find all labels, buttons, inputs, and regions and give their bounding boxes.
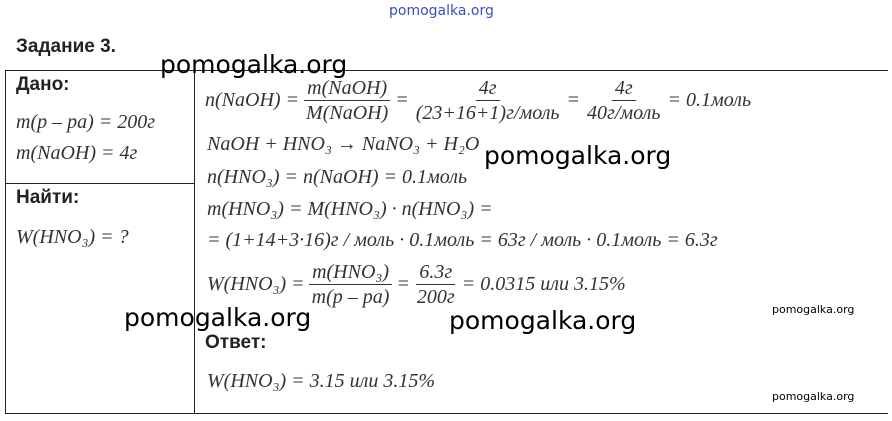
watermark: pomogalka.org <box>449 306 637 335</box>
solution-table <box>5 70 888 414</box>
denominator: 40г/моль <box>587 102 661 124</box>
given-find-divider <box>5 183 195 184</box>
given-heading: Дано: <box>16 74 70 95</box>
given-mass-naoh: m(NaOH) = 4г <box>16 142 138 164</box>
fraction: 4г 40г/моль <box>584 77 663 124</box>
lhs: W(HNO₃) = <box>207 273 305 295</box>
reaction-equation: NaOH + HNO₃ → NaNO₃ + H₂O <box>207 133 480 155</box>
fraction: 4г (23+16+1)г/моль <box>413 77 563 124</box>
find-heading: Найти: <box>16 187 80 208</box>
numerator: m(HNO₃) <box>309 261 393 285</box>
formula-n-naoh: n(NaOH) = m(NaOH) M(NaOH) = 4г (23+16+1)г/… <box>205 77 751 124</box>
watermark: pomogalka.org <box>484 141 672 170</box>
formula-n-hno3: n(HNO₃) = n(NaOH) = 0.1моль <box>207 166 468 188</box>
denominator: M(NaOH) <box>306 102 389 124</box>
formula-m-hno3: m(HNO₃) = M(HNO₃) · n(HNO₃) = <box>207 198 493 220</box>
answer-heading: Ответ: <box>205 332 267 353</box>
watermark-top: pomogalka.org <box>389 3 494 19</box>
formula-w-hno3: W(HNO₃) = m(HNO₃) m(p – pa) = 6.3г 200г = … <box>207 261 626 308</box>
watermark: pomogalka.org <box>160 50 348 79</box>
denominator: m(p – pa) <box>311 286 390 308</box>
fraction: m(HNO₃) m(p – pa) <box>309 261 393 308</box>
numerator: 4г <box>475 77 500 101</box>
numerator: 4г <box>611 77 636 101</box>
numerator: 6.3г <box>416 261 456 285</box>
result: = 0.1моль <box>667 89 752 111</box>
given-mass-solution: m(p – pa) = 200г <box>16 111 156 133</box>
find-w-hno3: W(HNO₃) = ? <box>16 226 129 248</box>
fraction: m(NaOH) M(NaOH) <box>303 77 391 124</box>
watermark: pomogalka.org <box>124 303 312 332</box>
result: = 0.0315 или 3.15% <box>461 273 626 295</box>
formula-m-hno3-calc: = (1+14+3·16)г / моль · 0.1моль = 63г / … <box>207 229 718 251</box>
equals: = <box>396 273 410 295</box>
denominator: (23+16+1)г/моль <box>415 102 560 124</box>
equals: = <box>395 89 409 111</box>
equals: = <box>566 89 581 111</box>
answer-line: W(HNO₃) = 3.15 или 3.15% <box>207 370 436 392</box>
watermark: pomogalka.org <box>772 390 855 403</box>
fraction: 6.3г 200г <box>414 261 458 308</box>
denominator: 200г <box>416 286 455 308</box>
task-title: Задание 3. <box>16 36 116 57</box>
numerator: m(NaOH) <box>304 77 391 101</box>
column-divider <box>194 70 195 413</box>
watermark: pomogalka.org <box>772 303 855 316</box>
lhs: n(NaOH) = <box>205 89 300 111</box>
